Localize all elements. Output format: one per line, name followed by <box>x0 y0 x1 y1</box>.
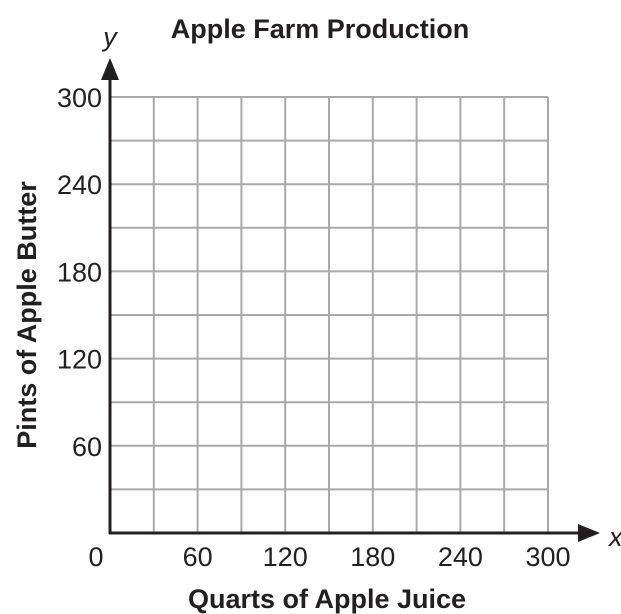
y-tick-label: 240 <box>57 170 102 200</box>
x-tick-label: 240 <box>438 542 483 572</box>
x-tick-label: 120 <box>263 542 308 572</box>
x-axis-label: Quarts of Apple Juice <box>188 584 466 614</box>
y-tick-label: 120 <box>57 345 102 375</box>
grid <box>110 96 549 533</box>
x-tick-label: 180 <box>350 542 395 572</box>
axes <box>101 58 600 542</box>
x-axis-arrow-icon <box>578 524 600 542</box>
x-tick-label: 300 <box>525 542 570 572</box>
y-tick-label: 180 <box>57 257 102 287</box>
x-axis-variable: x <box>607 522 621 552</box>
y-axis-variable: y <box>101 22 118 52</box>
x-tick-label: 60 <box>183 542 213 572</box>
origin-label: 0 <box>88 542 103 572</box>
chart-title: Apple Farm Production <box>171 14 470 44</box>
y-axis-label: Pints of Apple Butter <box>12 181 42 449</box>
y-tick-label: 300 <box>57 83 102 113</box>
y-axis-arrow-icon <box>101 58 119 80</box>
tick-labels: 60 120 180 240 300 60 120 180 240 300 <box>57 83 571 572</box>
y-tick-label: 60 <box>72 432 102 462</box>
